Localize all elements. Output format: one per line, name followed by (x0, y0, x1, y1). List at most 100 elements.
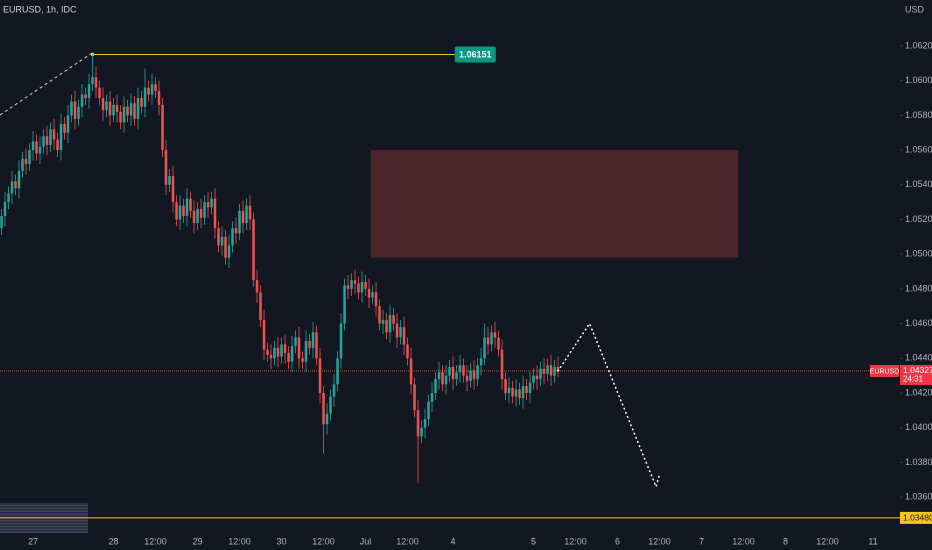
candle-body (59, 124, 63, 151)
y-tick-label: 1.04400 (905, 353, 932, 363)
candle-body (332, 384, 336, 397)
candle-body (311, 332, 315, 348)
candle-body (98, 87, 101, 99)
x-tick-label: 29 (193, 536, 203, 546)
high-marker-label: 1.06151 (459, 49, 492, 59)
candle-body (259, 292, 262, 321)
symbol-tag (870, 364, 899, 377)
x-tick-label: 11 (868, 536, 877, 546)
candle-body (150, 84, 154, 95)
candle-body (336, 358, 339, 385)
y-tick-label: 1.05200 (905, 214, 932, 224)
candle-body (206, 202, 210, 208)
candle-body (346, 285, 350, 289)
candle-body (528, 382, 532, 393)
candle-body (381, 320, 385, 324)
candle-body (553, 366, 556, 376)
candle-body (101, 98, 105, 111)
candle-body (308, 340, 311, 348)
candle-body (14, 181, 17, 189)
candle-body (434, 379, 437, 393)
y-tick-label: 1.04200 (905, 387, 932, 397)
candle-body (91, 77, 94, 85)
chart-title: EURUSD, 1h, IDC (3, 4, 77, 14)
candle-body (126, 106, 129, 116)
candle-body (497, 337, 500, 350)
candle-body (213, 198, 217, 229)
candle-body (56, 139, 59, 151)
candle-body (458, 365, 462, 373)
candle-body (136, 98, 140, 119)
y-tick-label: 1.03600 (905, 491, 932, 501)
candle-body (472, 370, 476, 380)
candle-body (154, 84, 157, 92)
candle-body (385, 320, 388, 333)
symbol-label: EURUSD (870, 368, 900, 375)
y-tick-label: 1.05400 (905, 179, 932, 189)
candle-body (210, 198, 213, 208)
candle-body (3, 202, 7, 217)
x-tick-label: 12:00 (228, 536, 251, 546)
candle-body (297, 337, 301, 359)
candle-body (514, 389, 518, 397)
candle-body (357, 283, 360, 293)
y-tick-label: 1.05000 (905, 249, 932, 259)
x-tick-label: 8 (783, 536, 788, 546)
candle-body (140, 98, 143, 107)
candle-body (318, 358, 322, 393)
candle-body (287, 353, 290, 362)
candle-body (315, 332, 318, 359)
x-tick-label: 4 (451, 536, 456, 546)
candle-body (444, 375, 448, 385)
y-tick-label: 1.03800 (905, 457, 932, 467)
candle-body (465, 375, 469, 381)
candle-body (185, 198, 189, 217)
x-tick-label: 12:00 (144, 536, 167, 546)
candle-body (220, 236, 224, 246)
candle-body (360, 281, 364, 293)
candle-body (80, 94, 84, 107)
trend-line (0, 52, 93, 116)
candle-body (476, 365, 479, 380)
candle-body (77, 106, 80, 119)
candle-body (371, 292, 374, 298)
x-tick-label: 12:00 (816, 536, 839, 546)
candle-body (70, 101, 73, 116)
y-tick-label: 1.04600 (905, 318, 932, 328)
high-marker-tag (454, 46, 496, 63)
candle-body (182, 205, 185, 217)
candle-body (248, 205, 252, 220)
candle-body (269, 354, 273, 359)
candle-body (413, 384, 416, 411)
candle-body (304, 340, 308, 362)
y-tick-label: 1.06000 (905, 75, 932, 85)
candle-body (518, 389, 521, 399)
candle-body (73, 101, 77, 119)
candle-body (364, 281, 367, 289)
candle-body (49, 129, 52, 145)
candle-body (462, 365, 465, 376)
candle-body (63, 124, 66, 133)
candle-body (374, 292, 378, 307)
candle-body (511, 387, 514, 397)
candle-body (231, 228, 234, 246)
candle-body (539, 368, 542, 380)
candle-body (392, 314, 395, 324)
candle-body (280, 344, 283, 357)
candle-body (196, 209, 199, 223)
candle-body (427, 401, 430, 420)
candle-body (546, 365, 549, 374)
candle-body (406, 344, 409, 359)
candle-body (388, 314, 392, 333)
y-tick-label: 1.05800 (905, 110, 932, 120)
candle-body (129, 103, 133, 116)
candle-body (157, 91, 161, 105)
countdown-label: 24:31 (903, 375, 924, 384)
candle-body (52, 129, 56, 140)
candle-body (556, 366, 560, 371)
candle-body (402, 327, 406, 345)
candle-body (133, 103, 136, 119)
level-label: 1.03480 (903, 513, 932, 523)
x-tick-label: 27 (28, 536, 38, 546)
